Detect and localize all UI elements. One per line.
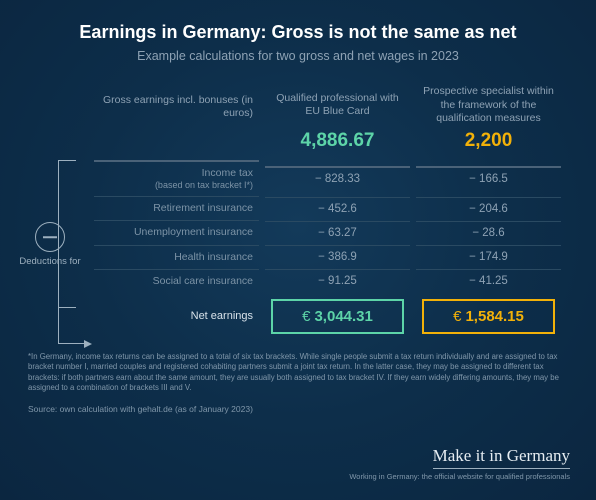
deduction-row: Unemployment insurance − 63.27 − 28.6: [28, 220, 568, 244]
deduction-value-b: − 41.25: [416, 269, 561, 292]
net-row: Net earnings €3,044.31 €1,584.15: [28, 299, 568, 334]
deduction-value-b: − 204.6: [416, 197, 561, 220]
page-subtitle: Example calculations for two gross and n…: [28, 49, 568, 63]
deduction-value-b: − 166.5: [416, 166, 561, 190]
deductions-table: Income tax(based on tax bracket I*)− 828…: [28, 160, 568, 293]
net-value-b: €1,584.15: [422, 299, 555, 334]
bracket-line: [58, 160, 76, 308]
net-value-a: €3,044.31: [271, 299, 404, 334]
deduction-value-a: − 63.27: [265, 221, 410, 244]
deduction-label: Social care insurance: [94, 269, 259, 293]
deduction-value-b: − 28.6: [416, 221, 561, 244]
deduction-value-a: − 452.6: [265, 197, 410, 220]
deduction-row: Retirement insurance − 452.6 − 204.6: [28, 196, 568, 220]
page-title: Earnings in Germany: Gross is not the sa…: [28, 22, 568, 43]
gross-value-b: 2,200: [416, 130, 561, 160]
deduction-value-a: − 386.9: [265, 245, 410, 268]
deduction-value-a: − 91.25: [265, 269, 410, 292]
gross-value-a: 4,886.67: [265, 130, 410, 160]
column-a-header: Qualified professional with EU Blue Card: [265, 92, 410, 123]
deduction-label: Unemployment insurance: [94, 220, 259, 244]
arrow-line: [58, 308, 84, 344]
deduction-value-b: − 174.9: [416, 245, 561, 268]
header-row: Gross earnings incl. bonuses (in euros) …: [28, 85, 568, 130]
net-label: Net earnings: [94, 310, 259, 322]
row-header-label: Gross earnings incl. bonuses (in euros): [94, 94, 259, 121]
deduction-value-a: − 828.33: [265, 166, 410, 190]
gross-row: 4,886.67 2,200: [28, 130, 568, 160]
arrow-head-icon: [84, 340, 92, 348]
source-text: Source: own calculation with gehalt.de (…: [28, 404, 568, 414]
deduction-label: Health insurance: [94, 245, 259, 269]
branding-block: Make it in Germany Working in Germany: t…: [349, 446, 570, 482]
infographic-page: Earnings in Germany: Gross is not the sa…: [0, 0, 596, 428]
deduction-label: Retirement insurance: [94, 196, 259, 220]
deduction-label: Income tax(based on tax bracket I*): [94, 160, 259, 196]
deduction-row: Health insurance − 386.9 − 174.9: [28, 245, 568, 269]
column-b-header: Prospective specialist within the framew…: [416, 85, 561, 130]
footnote-text: *In Germany, income tax returns can be a…: [28, 352, 568, 394]
brand-tagline: Working in Germany: the official website…: [349, 472, 570, 482]
brand-logo: Make it in Germany: [433, 446, 570, 469]
deduction-row: Income tax(based on tax bracket I*)− 828…: [28, 160, 568, 196]
deduction-row: Social care insurance − 91.25 − 41.25: [28, 269, 568, 293]
